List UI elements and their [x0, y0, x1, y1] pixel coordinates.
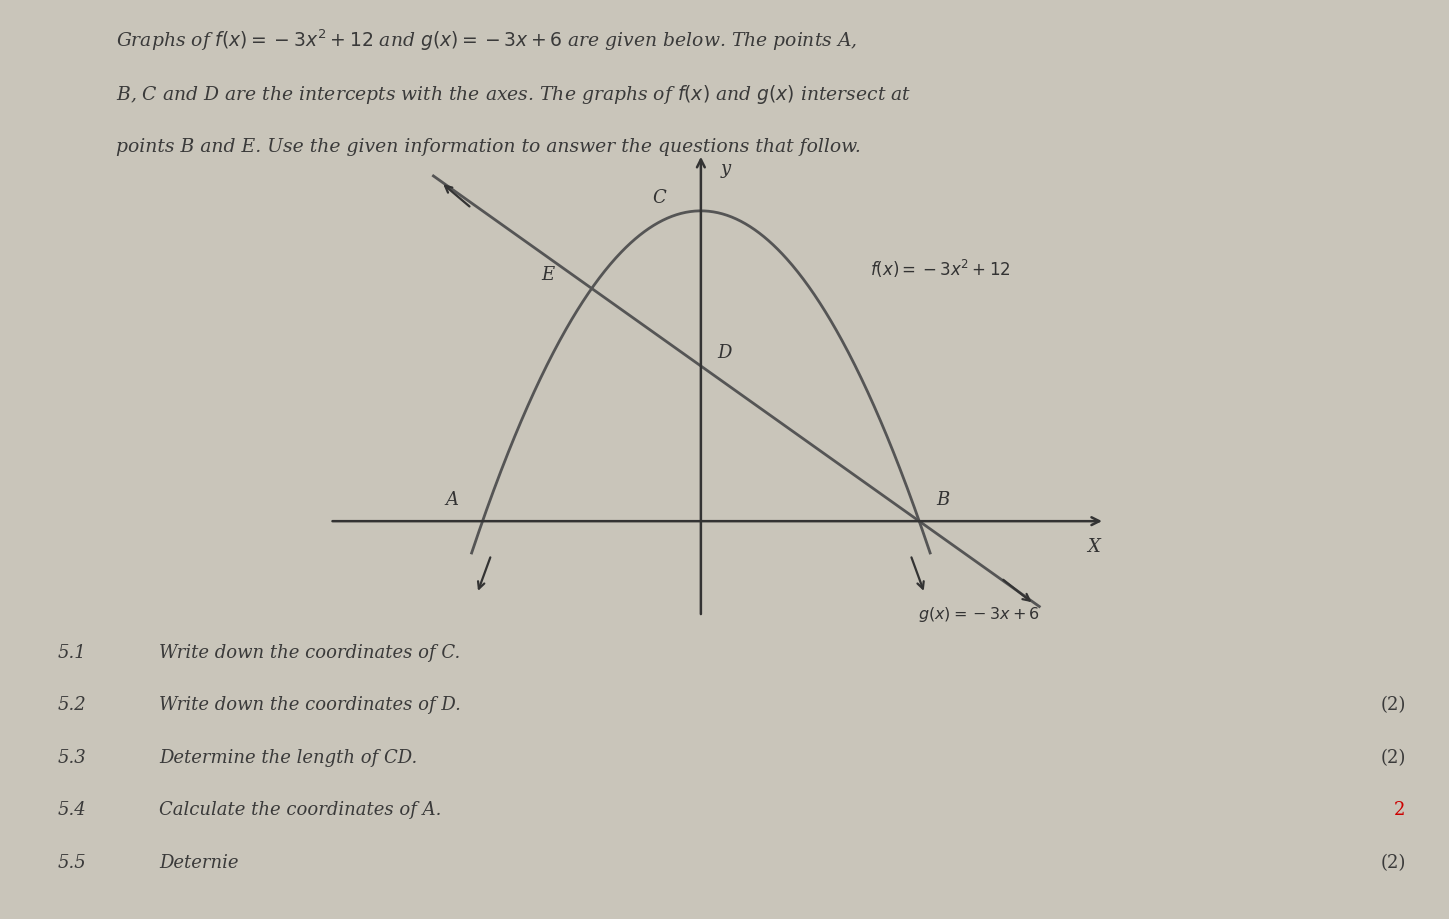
- Text: Graphs of $f(x) = -3x^2 + 12$ and $g(x) = -3x + 6$ are given below. The points A: Graphs of $f(x) = -3x^2 + 12$ and $g(x) …: [116, 28, 858, 53]
- Text: 5.2: 5.2: [58, 696, 87, 714]
- Text: (2): (2): [1379, 748, 1406, 766]
- Text: B: B: [936, 491, 951, 509]
- Text: C: C: [652, 188, 667, 207]
- Text: (2): (2): [1379, 696, 1406, 714]
- Text: 5.3: 5.3: [58, 748, 87, 766]
- Text: 5.5: 5.5: [58, 853, 87, 871]
- Text: Calculate the coordinates of A.: Calculate the coordinates of A.: [159, 800, 442, 819]
- Text: X: X: [1087, 537, 1100, 555]
- Text: Determine the length of CD.: Determine the length of CD.: [159, 748, 417, 766]
- Text: A: A: [445, 491, 458, 509]
- Text: 2: 2: [1394, 800, 1406, 819]
- Text: (2): (2): [1379, 853, 1406, 871]
- Text: 5.1: 5.1: [58, 643, 87, 662]
- Text: Deternie: Deternie: [159, 853, 239, 871]
- Text: E: E: [542, 266, 555, 284]
- Text: 5.4: 5.4: [58, 800, 87, 819]
- Text: Write down the coordinates of C.: Write down the coordinates of C.: [159, 643, 461, 662]
- Text: points B and E. Use the given information to answer the questions that follow.: points B and E. Use the given informatio…: [116, 138, 861, 156]
- Text: $f(x) = -3x^2 + 12$: $f(x) = -3x^2 + 12$: [869, 257, 1011, 279]
- Text: Write down the coordinates of D.: Write down the coordinates of D.: [159, 696, 461, 714]
- Text: $g(x) = -3x + 6$: $g(x) = -3x + 6$: [919, 605, 1040, 623]
- Text: D: D: [717, 344, 732, 361]
- Text: B, C and D are the intercepts with the axes. The graphs of $f(x)$ and $g(x)$ int: B, C and D are the intercepts with the a…: [116, 83, 911, 106]
- Text: y: y: [720, 160, 730, 178]
